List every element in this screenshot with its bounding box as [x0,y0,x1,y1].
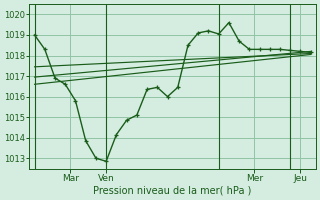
X-axis label: Pression niveau de la mer( hPa ): Pression niveau de la mer( hPa ) [93,186,252,196]
